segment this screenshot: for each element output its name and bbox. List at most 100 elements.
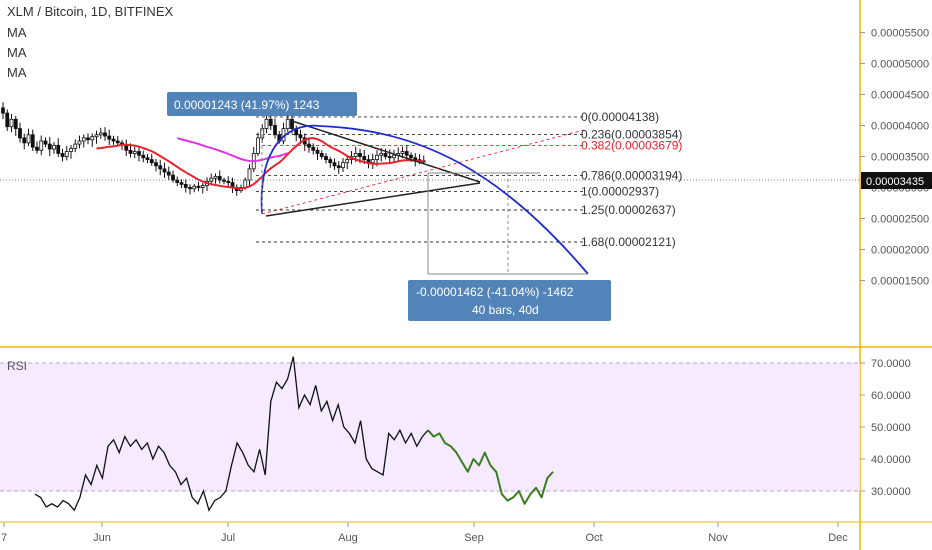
candle-body xyxy=(332,162,337,167)
candle-body xyxy=(18,128,22,139)
price-axis[interactable]: 0.000015000.000020000.000025000.00003000… xyxy=(860,28,929,288)
price-tick-label: 0.00004000 xyxy=(871,121,929,133)
candle-body xyxy=(336,165,341,169)
rsi-projection-line xyxy=(427,429,554,505)
candle-body xyxy=(392,154,396,159)
candle-body xyxy=(132,151,137,154)
candle-body xyxy=(273,125,277,136)
candle-body xyxy=(69,148,73,152)
price-tick-label: 0.00002000 xyxy=(871,245,929,257)
time-tick-label: Aug xyxy=(338,532,358,544)
candle-body xyxy=(77,140,82,145)
candle-body xyxy=(162,168,167,173)
candle-body xyxy=(213,175,218,179)
candle-body xyxy=(387,156,392,159)
candle-body xyxy=(183,183,188,188)
fib-level-label: 0(0.00004138) xyxy=(581,110,659,124)
candle-body xyxy=(1,107,5,114)
rsi-pane[interactable] xyxy=(0,356,860,512)
candle-body xyxy=(226,180,231,183)
time-tick-label: Oct xyxy=(585,532,602,544)
candle-body xyxy=(141,154,146,159)
candle-body xyxy=(319,152,324,157)
candlestick-series xyxy=(1,102,426,196)
candle-body xyxy=(222,179,226,182)
rsi-axis[interactable]: 30.0000 40.0000 50.0000 60.0000 70.0000 xyxy=(860,358,911,498)
candle-body xyxy=(196,185,201,188)
candle-body xyxy=(413,157,418,161)
price-tick-label: 0.00001500 xyxy=(871,276,929,288)
candle-body xyxy=(264,118,269,130)
rsi-tick-label: 30.0000 xyxy=(871,486,911,498)
candle-body xyxy=(209,177,214,182)
time-tick-label: Jun xyxy=(93,532,111,544)
candle-body xyxy=(22,137,27,144)
time-axis[interactable]: 7 Jun Jul Aug Sep Oct Nov Dec xyxy=(1,522,848,544)
fib-level-label: 1(0.00002937) xyxy=(581,184,659,198)
candle-body xyxy=(115,140,120,144)
candle-body xyxy=(124,144,129,151)
trend-drawings[interactable] xyxy=(260,120,589,275)
candle-body xyxy=(166,171,171,176)
candle-body xyxy=(400,151,405,154)
ma-legend-3[interactable]: MA xyxy=(7,65,27,80)
rsi-band xyxy=(0,363,860,491)
last-price-label: 0.00003435 xyxy=(866,176,924,188)
candle-body xyxy=(39,140,44,151)
time-tick-label: Sep xyxy=(464,532,484,544)
candle-body xyxy=(90,136,95,141)
candle-body xyxy=(370,159,375,164)
fib-level-label: 0.786(0.00003194) xyxy=(581,168,682,182)
candle-body xyxy=(188,187,192,190)
triangle-lower-line xyxy=(265,182,481,217)
measure-down-callout[interactable]: -0.00001462 (-41.04%) -1462 40 bars, 40d xyxy=(408,280,611,321)
fib-level-label: 0.382(0.00003679) xyxy=(581,138,682,152)
candle-body xyxy=(353,152,358,157)
price-tick-label: 0.00005000 xyxy=(871,59,929,71)
candle-body xyxy=(5,112,10,128)
moving-average-lines xyxy=(96,137,424,190)
candle-body xyxy=(60,152,65,157)
candle-body xyxy=(111,138,116,142)
price-tick-label: 0.00002500 xyxy=(871,214,929,226)
time-tick-label: Jul xyxy=(221,532,235,544)
rsi-tick-label: 60.0000 xyxy=(871,390,911,402)
candle-body xyxy=(345,159,350,164)
candle-body xyxy=(256,137,260,154)
price-pane[interactable]: 0(0.00004138) 0.236(0.00003854)0.382(0.00… xyxy=(1,102,683,275)
candle-body xyxy=(358,152,362,157)
rsi-title: RSI xyxy=(7,359,28,373)
candle-body xyxy=(217,175,222,181)
candle-body xyxy=(149,159,154,164)
candle-body xyxy=(52,144,56,150)
candle-body xyxy=(137,151,141,156)
candle-body xyxy=(192,185,197,190)
fib-level-label: 0.236(0.00003854) xyxy=(581,128,682,142)
candle-body xyxy=(94,134,99,138)
fib-trend-line xyxy=(261,129,585,215)
candle-body xyxy=(383,152,388,157)
candle-body xyxy=(315,149,320,154)
measure-up-callout[interactable]: 0.00001243 (41.97%) 1243 xyxy=(167,92,357,116)
candle-body xyxy=(107,135,112,140)
candle-body xyxy=(409,154,413,159)
measure-down-bars: 40 bars, 40d xyxy=(472,303,539,317)
candle-body xyxy=(47,143,52,150)
candle-body xyxy=(324,156,328,160)
measure-up-label: 0.00001243 (41.97%) 1243 xyxy=(174,98,320,112)
candle-body xyxy=(56,144,61,154)
candle-body xyxy=(328,159,333,164)
ma-legend-2[interactable]: MA xyxy=(7,45,27,60)
rsi-tick-label: 40.0000 xyxy=(871,454,911,466)
ma-legend-1[interactable]: MA xyxy=(7,25,27,40)
candle-body xyxy=(30,134,35,148)
candle-body xyxy=(285,118,290,130)
price-tick-label: 0.00005500 xyxy=(871,28,929,40)
candle-body xyxy=(379,152,384,156)
candle-body xyxy=(154,162,158,167)
candle-body xyxy=(128,149,133,154)
price-tick-label: 0.00003500 xyxy=(871,152,929,164)
fib-level-label: 1.68(0.00002121) xyxy=(581,235,676,249)
time-tick-label: 7 xyxy=(1,532,7,544)
